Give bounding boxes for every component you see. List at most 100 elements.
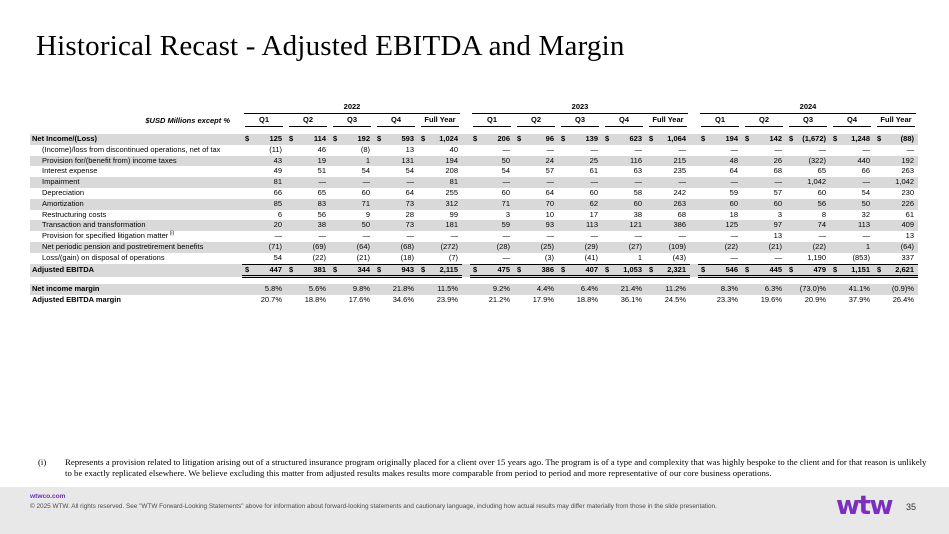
table-cell: (25) <box>540 241 554 251</box>
table-cell: 50 <box>861 198 870 208</box>
table-cell: 235 <box>673 166 686 176</box>
table-cell: — <box>774 252 783 262</box>
table-cell: 40 <box>449 144 458 154</box>
table-cell: 93 <box>545 220 554 230</box>
table-row: Loss/(gain) on disposal of operations 54 (… <box>30 253 918 264</box>
table-cell: 61 <box>905 209 914 219</box>
table-cell: 20 <box>273 220 282 230</box>
table-cell: 18.8% <box>304 294 326 304</box>
table-cell: $943 <box>374 263 418 279</box>
table-cell: — <box>730 231 739 241</box>
table-cell: 8.3% <box>720 283 738 293</box>
table-cell: — <box>678 144 687 154</box>
table-row: Transaction and transformation 20 38 50 73 18… <box>30 220 918 232</box>
table-row: Net periodic pension and postretirement … <box>30 241 918 253</box>
table-cell: 70 <box>545 198 554 208</box>
table-cell: — <box>318 177 327 187</box>
table-cell: 17.9% <box>532 294 554 304</box>
table-cell: 6 <box>277 209 282 219</box>
table-cell: $344 <box>330 263 374 279</box>
table-cell: 215 <box>673 155 686 165</box>
table-cell: 312 <box>445 198 458 208</box>
row-label: Adjusted EBITDA margin <box>32 294 121 304</box>
table-cell: 71 <box>501 198 510 208</box>
table-cell: 41.1% <box>848 283 870 293</box>
table-cell: 49 <box>273 166 282 176</box>
table-cell: 25 <box>589 155 598 165</box>
table-cell: $194 <box>701 134 738 143</box>
table-cell: 56 <box>817 198 826 208</box>
table-cell: 226 <box>901 198 914 208</box>
table-cell: $206 <box>473 134 510 143</box>
table-cell: (7) <box>448 252 458 262</box>
table-cell: 23.3% <box>716 294 738 304</box>
table-cell: 6.4% <box>580 283 598 293</box>
table-cell: 56 <box>317 209 326 219</box>
table-cell: 263 <box>901 166 914 176</box>
table-cell: (28) <box>496 241 510 251</box>
table-cell: 13 <box>905 231 914 241</box>
table-cell: — <box>590 177 599 187</box>
table-cell: 57 <box>545 166 554 176</box>
table-cell: $2,115 <box>418 263 462 279</box>
table-cell: 409 <box>901 220 914 230</box>
table-cell: 66 <box>861 166 870 176</box>
table-cell: $1,024 <box>421 134 458 143</box>
row-label: Transaction and transformation <box>42 220 146 230</box>
table-cell: 10 <box>545 209 554 219</box>
table-cell: 13 <box>405 144 414 154</box>
website-link[interactable]: wtwco.com <box>30 493 66 500</box>
table-cell: — <box>678 231 687 241</box>
table-cell: 113 <box>858 220 870 230</box>
table-cell: 60 <box>817 187 826 197</box>
table-cell: (68) <box>400 241 414 251</box>
row-label: Impairment <box>42 177 80 187</box>
table-cell: 121 <box>629 220 642 230</box>
table-cell: 20.9% <box>804 294 826 304</box>
table-cell: 73 <box>405 198 414 208</box>
quarter-header: Q3 <box>786 114 830 127</box>
table-cell: 99 <box>449 209 458 219</box>
table-cell: 18.8% <box>576 294 598 304</box>
row-label: Adjusted EBITDA <box>32 265 95 275</box>
table-cell: 61 <box>589 166 598 176</box>
copyright-text: © 2025 WTW. All rights reserved. See "WT… <box>30 503 717 510</box>
table-cell: — <box>502 144 511 154</box>
table-cell: $114 <box>289 134 326 143</box>
table-cell: 131 <box>401 155 414 165</box>
table-cell: 81 <box>273 177 282 187</box>
table-cell: 9.2% <box>492 283 510 293</box>
table-cell: — <box>730 144 739 154</box>
table-cell: (22) <box>812 241 826 251</box>
table-cell: 17.6% <box>348 294 370 304</box>
table-cell: 19 <box>317 155 326 165</box>
table-cell: — <box>906 144 915 154</box>
table-cell: 37.9% <box>848 294 870 304</box>
table-cell: — <box>362 177 371 187</box>
table-cell: 230 <box>901 187 914 197</box>
table-cell: 38 <box>317 220 326 230</box>
table-cell: 26.4% <box>892 294 914 304</box>
table-cell: $593 <box>377 134 414 143</box>
financial-table-container: 2022 2023 2024 $USD Millions except % Q1 Q2 Q3… <box>30 101 918 305</box>
table-cell: 34.6% <box>392 294 414 304</box>
table-cell: — <box>818 231 827 241</box>
table-cell: 65 <box>317 187 326 197</box>
table-row: Provision for/(benefit from) income taxe… <box>30 155 918 167</box>
table-cell: 85 <box>273 198 282 208</box>
table-cell: 60 <box>589 187 598 197</box>
table-cell: 46 <box>317 144 326 154</box>
table-cell: $96 <box>517 134 554 143</box>
table-cell: 1,190 <box>807 252 826 262</box>
table-cell: 21.4% <box>620 283 642 293</box>
table-cell: 51 <box>317 166 326 176</box>
table-cell: 38 <box>633 209 642 219</box>
table-cell: 1 <box>865 241 870 251</box>
table-cell: $2,621 <box>874 263 918 279</box>
table-cell: — <box>862 177 871 187</box>
year-header: 2024 <box>698 101 918 114</box>
table-cell: 81 <box>449 177 458 187</box>
row-label: Loss/(gain) on disposal of operations <box>42 253 165 263</box>
table-cell: 68 <box>677 209 686 219</box>
table-cell: 57 <box>773 187 782 197</box>
